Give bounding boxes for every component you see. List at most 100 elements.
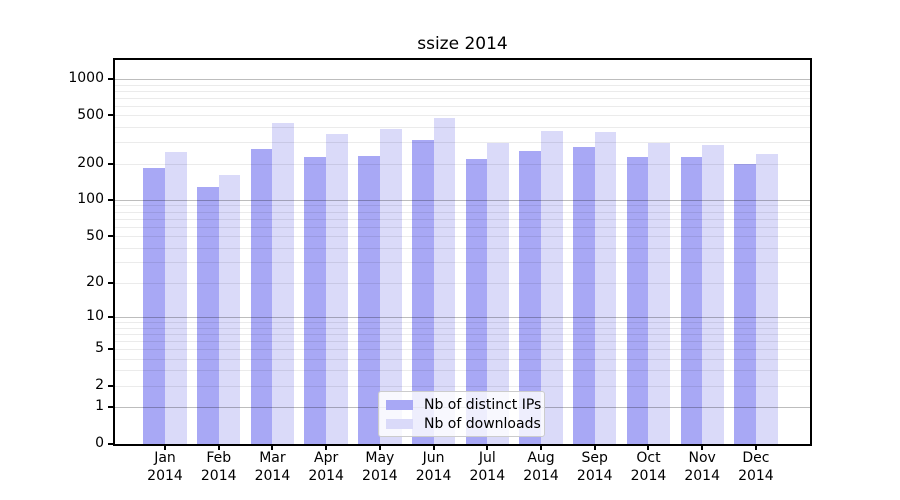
x-tick-year: 2014 [684,467,720,484]
x-tick-year: 2014 [362,467,398,484]
bar-distinct-ips [573,147,595,444]
bar-downloads [326,134,348,444]
y-tick [108,384,113,387]
bar-distinct-ips [626,156,649,444]
y-tick [108,281,113,284]
x-tick-month: Dec [742,450,770,466]
bar-distinct-ips [250,149,273,444]
bar-downloads [648,142,671,444]
y-tick-label: 50 [86,227,104,244]
bar-downloads [487,142,509,444]
x-tick-month: Mar [259,450,286,466]
y-tick [108,198,113,201]
bar-downloads [165,151,187,444]
x-tick-label: Feb 2014 [179,450,259,485]
x-tick-year: 2014 [576,467,613,484]
x-tick-label: Oct 2014 [608,450,688,485]
x-tick-month: Sep [581,450,608,466]
gridline-minor [115,105,810,107]
x-tick-month: Jul [478,450,496,466]
legend-label-distinct-ips: Nb of distinct IPs [424,396,542,413]
gridline-minor [115,163,810,165]
legend-swatch-distinct-ips [386,399,413,410]
legend-item-distinct-ips: Nb of distinct IPs [386,395,541,414]
bar-downloads [218,175,241,444]
x-tick-label: Mar 2014 [232,450,312,485]
bar-downloads [755,153,778,444]
gridline-minor [115,127,810,129]
x-tick-label: May 2014 [340,450,420,485]
gridline-minor [115,340,810,342]
gridline-minor [115,115,810,117]
x-tick [432,446,435,450]
bar-distinct-ips [465,159,488,444]
x-tick [271,446,274,450]
x-tick-month: Oct [636,450,661,466]
bar-distinct-ips [680,157,703,444]
y-tick-label: 200 [77,155,104,172]
x-tick-year: 2014 [738,467,774,484]
x-tick [164,446,166,450]
x-tick-year: 2014 [308,467,344,484]
legend: Nb of distinct IPs Nb of downloads [378,391,545,437]
x-tick-year: 2014 [415,467,452,484]
y-tick-label: 1 [95,398,104,415]
x-tick-year: 2014 [200,467,237,484]
legend-item-downloads: Nb of downloads [386,414,541,433]
y-tick-label: 1000 [68,70,104,87]
y-tick-label: 100 [77,191,104,208]
gridline-minor [115,262,810,264]
x-tick-month: Apr [314,450,339,466]
bar-downloads [433,117,456,444]
legend-label-downloads: Nb of downloads [424,415,541,432]
x-tick-month: Nov [688,450,716,466]
y-tick [108,442,113,445]
x-tick-label: Aug 2014 [501,450,581,485]
gridline-minor [115,385,810,387]
x-tick-label: Jan 2014 [125,450,205,485]
bar-downloads [702,144,724,444]
x-tick-year: 2014 [147,467,183,484]
x-tick-year: 2014 [523,467,559,484]
gridline-minor [115,327,810,329]
x-tick-year: 2014 [630,467,667,484]
x-tick [217,446,220,450]
x-tick-label: Dec 2014 [716,450,796,485]
x-tick-month: Jan [154,450,176,466]
gridline-minor [115,97,810,99]
gridline-minor [115,370,810,372]
x-tick [647,446,650,450]
legend-swatch-downloads [386,418,413,429]
bar-distinct-ips [304,156,327,444]
y-tick-label: 500 [77,106,104,123]
x-tick-year: 2014 [254,467,291,484]
y-tick [108,347,113,350]
gridline-minor [115,358,810,360]
bar-distinct-ips [197,187,219,444]
gridline-major [115,316,810,318]
y-tick [108,114,113,117]
bar-distinct-ips [519,151,542,444]
bar-downloads [594,131,617,444]
x-tick-month: May [365,450,395,466]
x-tick-label: Sep 2014 [555,450,635,485]
y-tick-label: 5 [95,340,104,357]
y-tick-label: 20 [86,274,104,291]
x-tick [593,446,596,450]
y-tick-label: 0 [95,435,104,451]
x-tick-label: Apr 2014 [286,450,366,485]
x-tick-month: Feb [206,450,232,466]
x-tick [486,446,489,450]
gridline-minor [115,205,810,207]
y-tick [108,162,113,165]
gridline-minor [115,218,810,220]
gridline-minor [115,142,810,144]
x-tick [701,446,704,450]
grid-layer [115,60,810,444]
y-tick-label: 2 [95,377,104,394]
gridline-minor [115,247,810,249]
x-tick-label: Nov 2014 [662,450,742,485]
bars-layer [115,60,810,444]
gridline-minor [115,84,810,86]
